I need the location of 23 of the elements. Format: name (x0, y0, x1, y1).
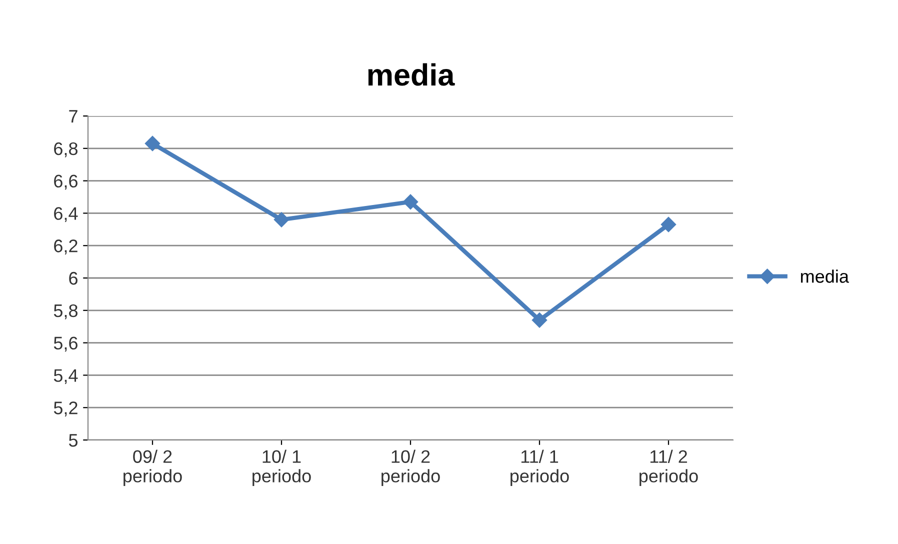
y-tick-label: 6,4 (54, 207, 78, 222)
y-tick-label: 6,2 (54, 240, 78, 254)
x-tick-label: 10/ 1 periodo (252, 450, 311, 486)
point (144, 136, 160, 152)
y-tick-label: 6,8 (54, 142, 78, 158)
y-tick-label: 5,4 (54, 369, 78, 384)
chart-title: media (368, 63, 455, 86)
x-tick-label: 10/ 2 periodo (382, 450, 440, 486)
y-tick-label: 5,8 (54, 304, 78, 320)
legend-label: media (801, 270, 849, 283)
y-tick-label: 6,6 (54, 174, 78, 190)
x-tick-label: 09/ 2 periodo (124, 450, 182, 486)
y-tick-label: 6 (69, 272, 78, 285)
y-tick-label: 7 (69, 110, 78, 123)
x-tick-label: 11/ 1 periodo (510, 450, 569, 486)
x-tick-label: 11/ 2 periodo (640, 450, 698, 486)
y-tick-label: 5,6 (54, 336, 78, 352)
y-tick-label: 5,2 (54, 402, 78, 416)
point (274, 212, 290, 228)
point (402, 194, 418, 210)
point (532, 312, 548, 328)
point (660, 216, 676, 232)
y-tick-label: 5 (68, 434, 78, 447)
